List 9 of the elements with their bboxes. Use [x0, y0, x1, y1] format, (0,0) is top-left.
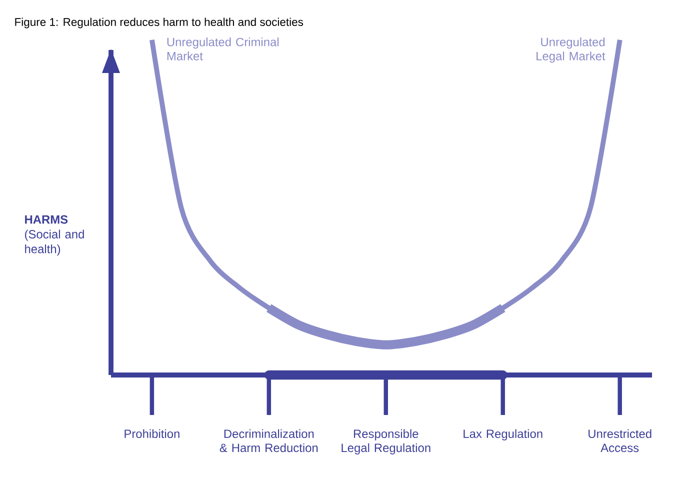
- x-tick-label: Prohibition: [124, 429, 180, 438]
- chart-title: Figure 1: Regulation reduces harm to health and societies: [15, 18, 304, 28]
- x-tick-label: Decriminalization & Harm Reduction: [220, 429, 318, 452]
- annotation: Unregulated Legal Market: [536, 37, 606, 63]
- x-tick-label: Responsible Legal Regulation: [342, 429, 430, 454]
- x-tick-label: Lax Regulation: [464, 429, 542, 440]
- y-axis-title: HARMS (Social and health): [25, 215, 84, 256]
- x-tick-label: Unrestricted Access: [588, 429, 652, 452]
- annotation: Unregulated Criminal Market: [167, 37, 279, 60]
